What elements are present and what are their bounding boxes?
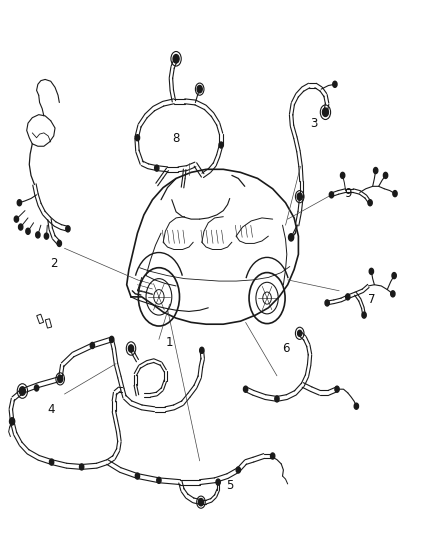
- Circle shape: [10, 418, 15, 425]
- Circle shape: [368, 200, 372, 206]
- Circle shape: [244, 386, 248, 392]
- Bar: [37, 314, 44, 324]
- Circle shape: [26, 228, 30, 235]
- Circle shape: [200, 348, 204, 353]
- Circle shape: [329, 192, 334, 198]
- Circle shape: [135, 135, 140, 141]
- Bar: [45, 319, 52, 328]
- Circle shape: [197, 85, 202, 93]
- Text: 9: 9: [344, 187, 352, 200]
- Circle shape: [383, 172, 388, 179]
- Circle shape: [289, 233, 294, 241]
- Text: 5: 5: [226, 479, 233, 491]
- Circle shape: [297, 330, 302, 336]
- Circle shape: [219, 142, 223, 148]
- Circle shape: [128, 345, 134, 352]
- Circle shape: [135, 473, 140, 479]
- Circle shape: [173, 54, 179, 63]
- Circle shape: [49, 459, 54, 465]
- Circle shape: [322, 108, 328, 117]
- Circle shape: [157, 477, 161, 483]
- Circle shape: [57, 240, 61, 246]
- Circle shape: [66, 226, 70, 232]
- Text: 2: 2: [50, 257, 57, 270]
- Circle shape: [110, 336, 114, 342]
- Circle shape: [354, 403, 358, 409]
- Text: 4: 4: [48, 403, 55, 416]
- Circle shape: [335, 386, 339, 392]
- Circle shape: [18, 224, 23, 230]
- Circle shape: [198, 498, 204, 506]
- Text: 8: 8: [173, 133, 180, 146]
- Circle shape: [392, 272, 396, 279]
- Text: 1: 1: [166, 336, 173, 349]
- Circle shape: [297, 193, 302, 200]
- Circle shape: [374, 167, 378, 174]
- Circle shape: [44, 233, 49, 239]
- Circle shape: [325, 300, 329, 306]
- Circle shape: [340, 172, 345, 179]
- Circle shape: [58, 375, 63, 383]
- Circle shape: [333, 81, 337, 87]
- Text: 7: 7: [367, 293, 375, 306]
- Text: 3: 3: [310, 117, 317, 130]
- Circle shape: [19, 387, 25, 395]
- Circle shape: [90, 342, 95, 349]
- Circle shape: [346, 294, 350, 300]
- Circle shape: [35, 385, 39, 391]
- Circle shape: [216, 479, 220, 485]
- Circle shape: [369, 268, 374, 274]
- Circle shape: [80, 464, 84, 470]
- Circle shape: [236, 467, 240, 473]
- Circle shape: [17, 200, 21, 206]
- Circle shape: [393, 191, 397, 197]
- Circle shape: [391, 291, 395, 297]
- Circle shape: [271, 453, 275, 459]
- Circle shape: [14, 216, 18, 222]
- Circle shape: [36, 232, 40, 238]
- Text: 6: 6: [282, 342, 289, 355]
- Circle shape: [275, 396, 279, 402]
- Circle shape: [362, 312, 366, 318]
- Circle shape: [155, 165, 159, 171]
